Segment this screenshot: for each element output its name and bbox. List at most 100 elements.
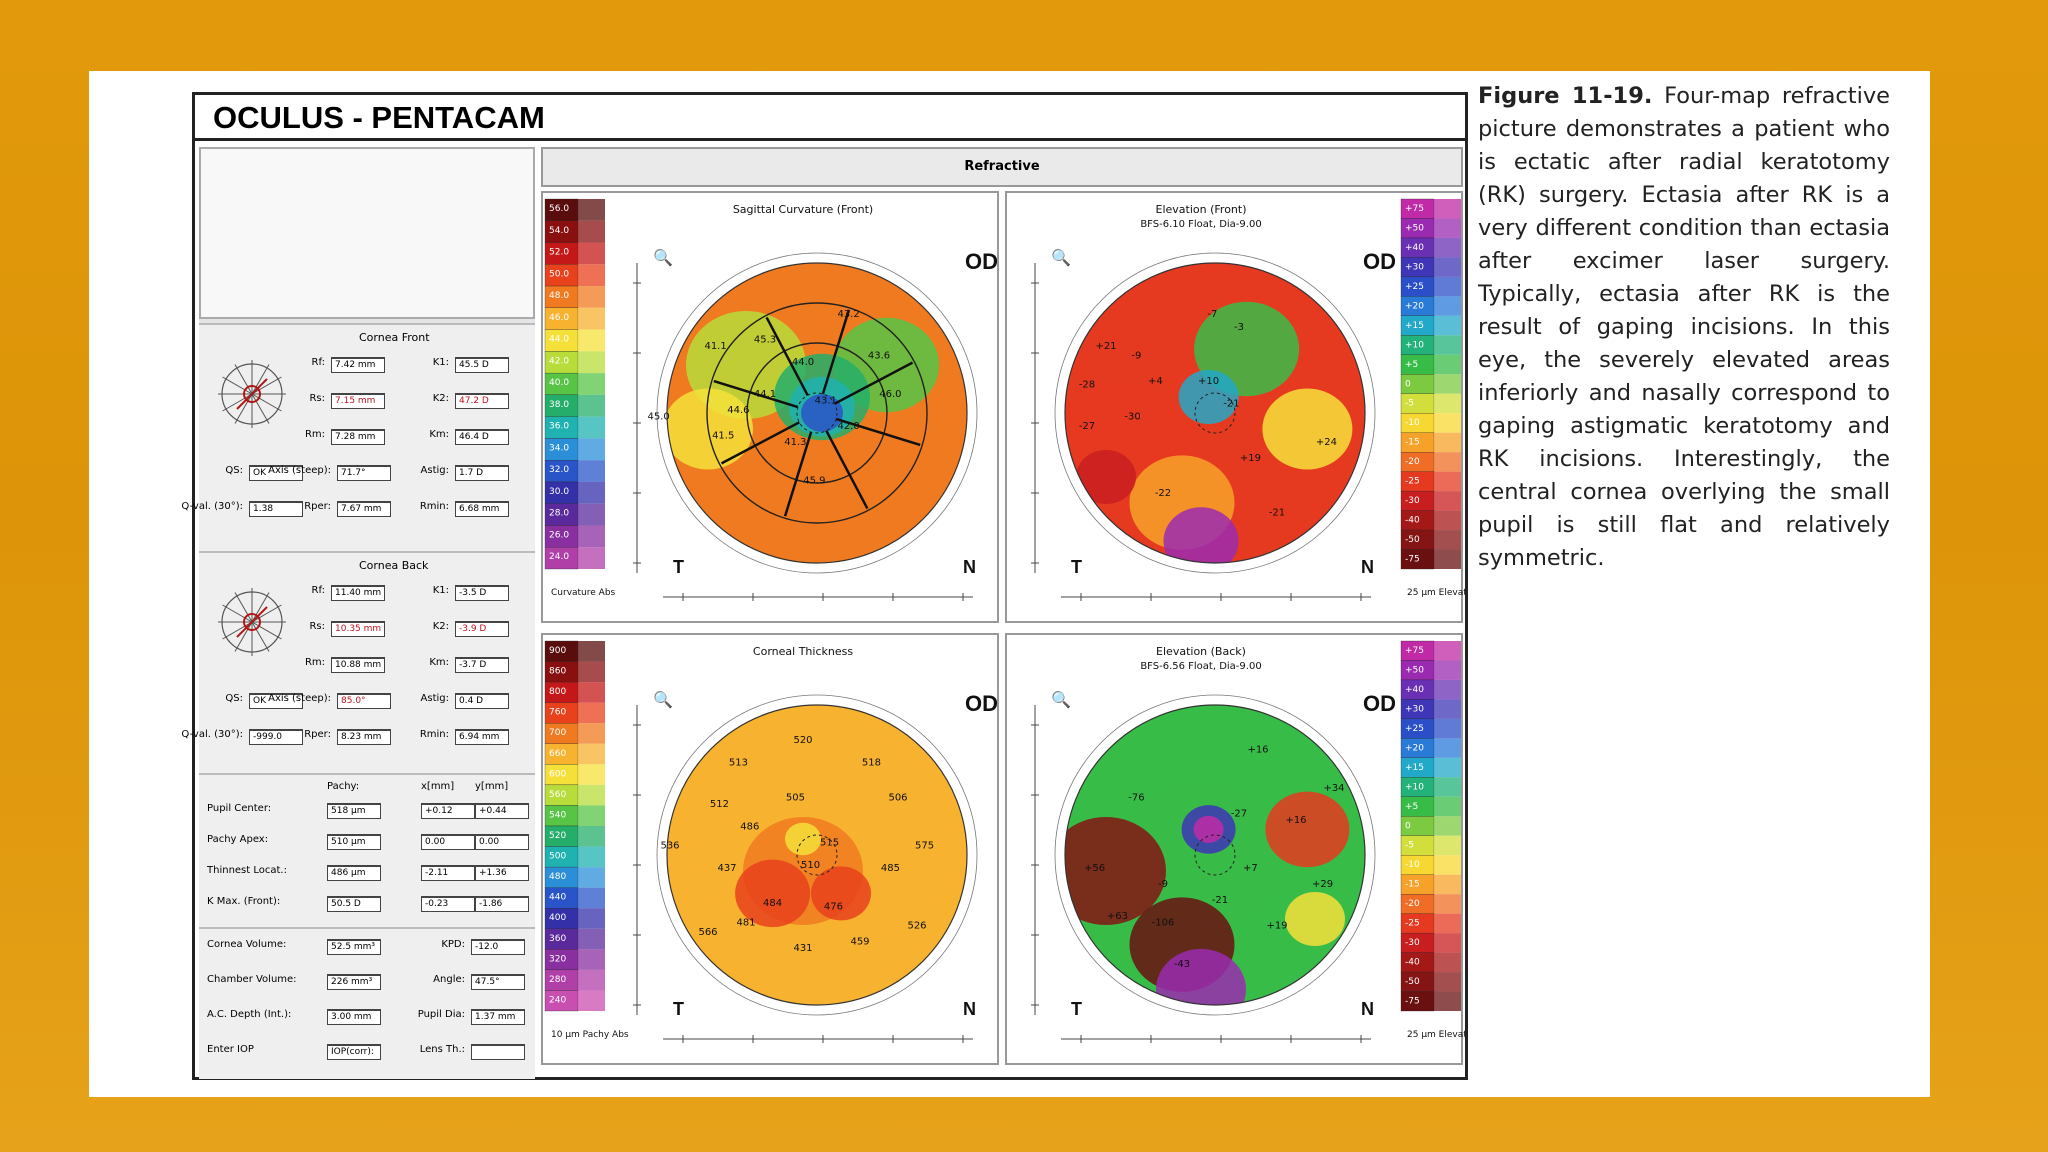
pachy-row1-x-value[interactable]: 0.00 <box>421 834 475 850</box>
cornea_front-r3a-value[interactable]: OK <box>249 465 303 481</box>
cornea_back-r0b-field: K1: -3.5 D <box>433 585 509 601</box>
pachy-row3-value-value[interactable]: 50.5 D <box>327 896 381 912</box>
rk-incision-line <box>713 379 799 409</box>
volume-row0-b-value[interactable]: -12.0 <box>471 939 525 955</box>
map-value-label: -22 <box>1155 488 1171 499</box>
scale-gradient-step <box>578 887 605 909</box>
tab-refractive[interactable]: Refractive <box>541 147 1463 187</box>
zoom-icon[interactable]: 🔍 <box>653 247 673 267</box>
volume-row3-value-value[interactable]: IOP(corr): <box>327 1044 381 1060</box>
cornea_front-r4c-value[interactable]: 7.67 mm <box>337 501 391 517</box>
scale-gradient-step <box>1434 796 1461 817</box>
scale-gradient-step <box>1434 855 1461 875</box>
map-panel-elevation-back[interactable]: +75 +50 +40 +30 +25 +20 +15 +10 +5 0 -5 -10 -15 -20 -2… <box>1005 633 1465 1065</box>
cornea_back-r4c-value[interactable]: 8.23 mm <box>337 729 391 745</box>
cornea_front-r2b-value[interactable]: 46.4 D <box>455 429 509 445</box>
scale-gradient-step <box>1434 432 1461 453</box>
scale-gradient-step <box>1434 933 1461 953</box>
map-value-label: 566 <box>698 927 717 938</box>
cornea_front-r0a-field: Rf: 7.42 mm <box>312 357 385 373</box>
cornea_front-r1b-value[interactable]: 47.2 D <box>455 393 509 409</box>
scale-tick-label: 560 <box>549 790 566 800</box>
cornea_front-r0a-value[interactable]: 7.42 mm <box>331 357 385 373</box>
scale-tick-label: +40 <box>1405 243 1424 253</box>
cornea_front-r3c-value[interactable]: 71.7° <box>337 465 391 481</box>
volume-row2-b-label: Pupil Dia: <box>417 1009 465 1020</box>
volume-row0-value-value[interactable]: 52.5 mm³ <box>327 939 381 955</box>
pachy-row1-value-value[interactable]: 510 µm <box>327 834 381 850</box>
scale-tick-label: 36.0 <box>549 422 569 432</box>
scale-footer: Curvature Abs <box>551 588 616 598</box>
scale-footer: 25 µm Elevation Height <box>1407 588 1465 598</box>
map-panel-elevation-front[interactable]: +75 +50 +40 +30 +25 +20 +15 +10 +5 0 -5 -10 -15 -20 -2… <box>1005 191 1465 623</box>
pachy-row0-y-value[interactable]: +0.44 <box>475 803 529 819</box>
cornea_back-r1b-value[interactable]: -3.9 D <box>455 621 509 637</box>
volume-row3-b-value[interactable] <box>471 1044 525 1060</box>
volume-row0-b-label: KPD: <box>441 939 465 950</box>
cornea_front-r3a-label: QS: <box>225 465 243 476</box>
cornea_back-r2b-value[interactable]: -3.7 D <box>455 657 509 673</box>
scale-tick-label: 24.0 <box>549 552 569 562</box>
cornea_back-r2a-value[interactable]: 10.88 mm <box>331 657 386 673</box>
zoom-icon[interactable]: 🔍 <box>653 689 673 709</box>
cornea_front-r1a-value[interactable]: 7.15 mm <box>331 393 385 409</box>
scale-tick-label: 600 <box>549 769 566 779</box>
scale-tick-label: -10 <box>1405 860 1420 870</box>
cornea_front-r4a-value[interactable]: 1.38 <box>249 501 303 517</box>
pachy-row3-y-value[interactable]: -1.86 <box>475 896 529 912</box>
map-value-label: 41.5 <box>712 431 734 442</box>
map-value-label: -28 <box>1079 379 1095 390</box>
scale-gradient-step <box>578 743 605 765</box>
scale-tick-label: 30.0 <box>549 487 569 497</box>
topography-map <box>667 263 967 563</box>
map-color-region <box>1285 892 1345 946</box>
map-value-label: 510 <box>801 860 820 871</box>
zoom-icon[interactable]: 🔍 <box>1051 689 1071 709</box>
cornea_back-r3c-value[interactable]: 85.0° <box>337 693 391 709</box>
cornea_front-r3b-value[interactable]: 1.7 D <box>455 465 509 481</box>
volume-row1-value-value[interactable]: 226 mm³ <box>327 974 381 990</box>
pachy-row3-x-value[interactable]: -0.23 <box>421 896 475 912</box>
cornea_back-r4b-value[interactable]: 6.94 mm <box>455 729 509 745</box>
volume-row2-value-value[interactable]: 3.00 mm <box>327 1009 381 1025</box>
pachy-row2-y-value[interactable]: +1.36 <box>475 865 529 881</box>
rk-incision-line <box>825 430 869 510</box>
scale-tick-label: 860 <box>549 667 566 677</box>
map-panel-corneal-thickness[interactable]: 900 860 800 760 700 660 600 560 540 520 500 480 440 4… <box>541 633 999 1065</box>
cornea_front-r0b-value[interactable]: 45.5 D <box>455 357 509 373</box>
volume-row2-b-value[interactable]: 1.37 mm <box>471 1009 525 1025</box>
map-panel-sagittal-front[interactable]: 56.0 54.0 52.0 50.0 48.0 46.0 44.0 42.0 40.0 38.0… <box>541 191 999 623</box>
scale-tick-label: +30 <box>1405 704 1424 714</box>
pachy-row0-x-value[interactable]: +0.12 <box>421 803 475 819</box>
cornea_back-r4a-value[interactable]: -999.0 <box>249 729 303 745</box>
map-color-region <box>785 822 821 856</box>
temporal-label: T <box>673 557 684 577</box>
pachy-row2-x-value[interactable]: -2.11 <box>421 865 475 881</box>
scale-tick-label: 500 <box>549 852 566 862</box>
cornea_back-r3c-field: Axis (steep): 85.0° <box>268 693 391 709</box>
map-svg: 900 860 800 760 700 660 600 560 540 520 500 480 440 4… <box>544 640 998 1043</box>
cornea_back-r3b-value[interactable]: 0.4 D <box>455 693 509 709</box>
pachy-row1-y-value[interactable]: 0.00 <box>475 834 529 850</box>
cornea_front-r2a-value[interactable]: 7.28 mm <box>331 429 385 445</box>
cornea_front-r4b-value[interactable]: 6.68 mm <box>455 501 509 517</box>
pachy-row2-value-value[interactable]: 486 µm <box>327 865 381 881</box>
cornea_back-r1a-value[interactable]: 10.35 mm <box>331 621 386 637</box>
scale-gradient-step <box>1434 393 1461 414</box>
cornea_back-r4c-label: Rper: <box>304 729 331 740</box>
map-value-label: 44.6 <box>727 405 749 416</box>
scale-tick-label: 800 <box>549 687 566 697</box>
cornea_back-r0b-value[interactable]: -3.5 D <box>455 585 509 601</box>
scale-gradient-step <box>578 764 605 785</box>
cornea_back-r3a-value[interactable]: OK <box>249 693 303 709</box>
scale-gradient-step <box>1434 952 1461 973</box>
cornea_back-r0a-value[interactable]: 11.40 mm <box>331 585 386 601</box>
zoom-icon[interactable]: 🔍 <box>1051 247 1071 267</box>
map-svg: +75+50+40+30+25+20+15+10+50-5-10-15-20-2… <box>1031 198 1465 601</box>
volume-row-label: Cornea Volume: <box>207 939 287 950</box>
pachy-row0-value-value[interactable]: 518 µm <box>327 803 381 819</box>
map-title: Corneal Thickness <box>753 645 853 658</box>
map-boundary <box>1064 704 1366 1006</box>
cornea_back-r3c-label: Axis (steep): <box>268 693 331 704</box>
volume-row1-b-value[interactable]: 47.5° <box>471 974 525 990</box>
